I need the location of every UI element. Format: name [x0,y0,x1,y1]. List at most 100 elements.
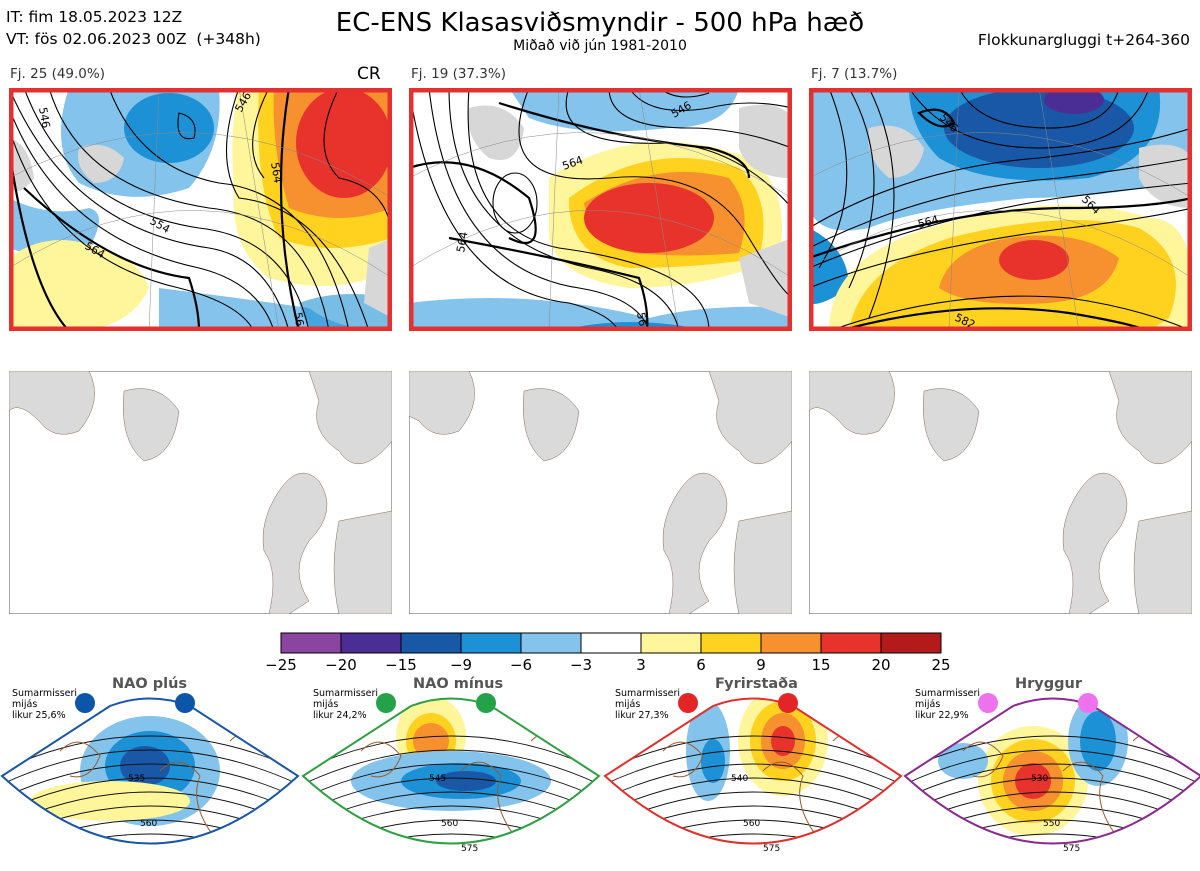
selected-frame [409,88,792,331]
regime-border [301,697,601,845]
anomaly-blob [1015,763,1051,799]
colorbar-tick-label: −20 [325,656,357,674]
anomaly-blob [436,771,496,791]
regime-border [903,697,1200,845]
regime-marker-dot [978,693,998,713]
cluster-2-map: 546 564 56 564 [409,88,792,331]
graticule [9,88,392,331]
regime-description-line: Sumarmisseri [615,688,681,699]
cluster-1-label: Fj. 25 (49.0%) [10,66,105,82]
valid-time-line: VT: fös 02.06.2023 00Z (+348h) [6,28,261,50]
height-contour [905,777,1200,814]
regime-description-line: mijás [915,699,941,710]
regime-title: NAO mínus [413,676,504,692]
regime-description-line: likur 22,9% [915,710,969,721]
regime-description: Sumarmisseri mijás likur 25,6% [12,688,77,721]
page-title: EC-ENS Klasasviðsmyndir - 500 hPa hæð [335,8,865,38]
colorbar-segment [640,632,702,654]
regime-border [0,697,300,845]
anomaly-blob [701,739,725,783]
height-contour [605,833,901,844]
colorbar-tick-label: −25 [265,656,297,674]
regime-marker-dot [175,693,195,713]
colorbar-segment [460,632,522,654]
regime-description: Sumarmisseri mijás likur 27,3% [615,688,680,721]
regime-marker-dot [476,693,496,713]
colorbar-tick-label: −6 [509,656,533,674]
valid-time: VT: fös 02.06.2023 00Z [6,30,187,48]
anomaly-shading [409,88,792,331]
lead-time: (+348h) [196,30,261,48]
header-times: IT: fim 18.05.2023 12Z VT: fös 02.06.202… [6,6,261,50]
anomaly-blob [30,781,190,821]
anomaly-blob [771,726,795,756]
height-contour [303,735,599,772]
regime-description: Sumarmisseri mijás likur 24,2% [313,688,378,721]
contour-label: 564 [454,231,470,254]
regime-description-line: mijás [615,699,641,710]
land-masses [809,371,1192,614]
height-contour [2,735,298,772]
height-contours [9,88,392,331]
anomaly-shading [809,88,1192,331]
cluster-2-label: Fj. 19 (37.3%) [411,66,506,82]
regime-title: Hryggur [1015,676,1082,692]
colorbar-tick-label: 25 [931,656,951,674]
height-contour [903,848,1200,871]
colorbar-segment [520,632,582,654]
height-contour [0,848,300,871]
anomaly-blob [1080,711,1116,771]
height-contour [303,833,599,844]
land-masses [468,104,792,178]
regime-contour-label: 560 [743,819,760,829]
height-contour [905,833,1200,844]
height-contour [2,763,298,800]
empty-map-3 [809,371,1192,614]
regime-contour-label: 550 [1043,819,1060,829]
height-contour [605,749,901,786]
contour-label: 564 [268,161,284,184]
anomaly-blob [120,746,170,786]
cluster-3-map: 564 564 582 546 [809,88,1192,331]
regime-description-line: likur 27,3% [615,710,669,721]
height-contour [905,763,1200,800]
colorbar-tick-label: −3 [569,656,593,674]
height-contour [303,777,599,814]
colorbar-tick-label: −15 [385,656,417,674]
height-contour [2,833,298,844]
regime-contour-label: 530 [1031,774,1048,784]
height-contour [301,848,601,871]
height-contour [303,749,599,786]
height-contours [409,88,792,331]
colorbar-segment [340,632,402,654]
height-contour [605,735,901,772]
height-contour [905,735,1200,772]
regime-description-line: mijás [12,699,38,710]
height-contour [605,777,901,814]
regime-contour-label: 575 [461,844,478,854]
empty-map-2 [409,371,792,614]
regime-border [603,697,903,845]
colorbar-segment [400,632,462,654]
height-contour [303,763,599,800]
graticule [409,88,792,331]
height-contour [605,763,901,800]
regime-contour-label: 560 [441,819,458,829]
anomaly-blob [1018,846,1048,856]
height-contour [2,749,298,786]
cluster-1-map: 546 554 564 564 546 56 [9,88,392,331]
regime-description-line: likur 24,2% [313,710,367,721]
init-time: IT: fim 18.05.2023 12Z [6,8,183,26]
cluster-1-regime: CR [357,64,381,84]
regime-marker-dot [778,693,798,713]
contour-label: 564 [916,213,940,231]
graticule [809,88,1192,331]
land-masses [9,371,392,614]
regime-contour-label: 560 [140,819,157,829]
colorbar-segment [820,632,882,654]
regime-contour-label: 545 [429,774,446,784]
regime-contour-label: 575 [763,844,780,854]
colorbar-segment [700,632,762,654]
colorbar-tick-label: 6 [696,656,706,674]
height-contour [2,777,298,814]
